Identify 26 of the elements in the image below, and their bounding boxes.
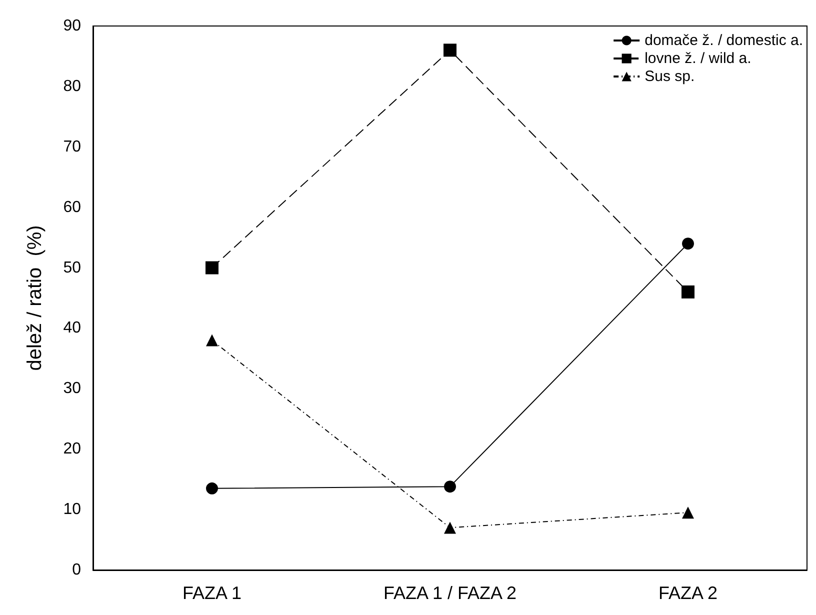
point (444, 44, 456, 57)
x-tick-label: FAZA 1 / FAZA 2 (383, 583, 517, 603)
point (206, 334, 218, 346)
x-tick-label: FAZA 1 (182, 583, 242, 603)
y-tick-label: 40 (63, 320, 82, 337)
point (206, 261, 218, 274)
point (682, 238, 694, 250)
y-tick-label: 50 (63, 259, 82, 276)
y-tick-label: 30 (63, 380, 82, 398)
point (682, 506, 694, 519)
point (682, 285, 694, 298)
y-tick-label: 20 (63, 440, 82, 458)
legend-label: domače ž. / domestic a. (644, 32, 804, 49)
y-axis-title: delež / ratio (%) (24, 225, 46, 371)
point (444, 480, 456, 493)
y-tick-label: 70 (63, 138, 82, 156)
y-tick-label: 60 (63, 198, 82, 216)
point (444, 522, 456, 534)
y-tick-label: 80 (63, 78, 82, 95)
x-tick-label: FAZA 2 (658, 583, 718, 603)
point (206, 482, 218, 494)
legend-label: lovne ž. / wild a. (644, 50, 752, 67)
y-tick-label: 90 (63, 18, 82, 34)
y-tick-label: 10 (63, 501, 82, 518)
y-tick-label: 0 (72, 562, 82, 578)
legend-label: Sus sp. (644, 68, 695, 85)
